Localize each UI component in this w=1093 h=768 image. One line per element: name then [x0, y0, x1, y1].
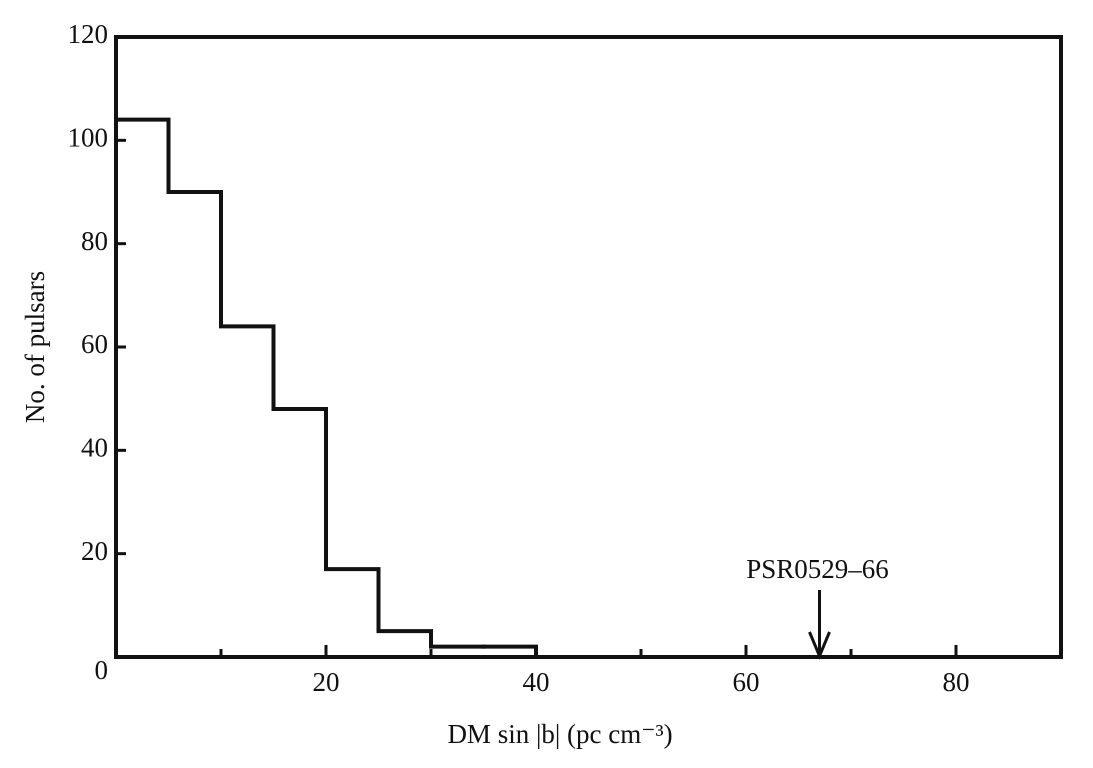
y-axis-label: No. of pulsars	[20, 271, 50, 423]
x-axis-label: DM sin |b| (pc cm⁻³)	[447, 719, 672, 749]
y-tick-label: 80	[81, 226, 108, 256]
annotation-arrowhead	[808, 631, 831, 660]
x-tick-label: 20	[313, 667, 340, 697]
x-tick-label: 60	[733, 667, 760, 697]
annotation-label: PSR0529–66	[746, 554, 889, 584]
y-tick-label: 100	[68, 123, 109, 153]
y-tick-label: 120	[68, 19, 109, 49]
y-tick-label: 0	[95, 655, 109, 685]
y-tick-label: 40	[81, 433, 108, 463]
y-tick-label: 60	[81, 329, 108, 359]
y-tick-label: 20	[81, 536, 108, 566]
x-tick-label: 40	[523, 667, 550, 697]
x-tick-label: 80	[943, 667, 970, 697]
plot-frame	[114, 35, 1063, 659]
